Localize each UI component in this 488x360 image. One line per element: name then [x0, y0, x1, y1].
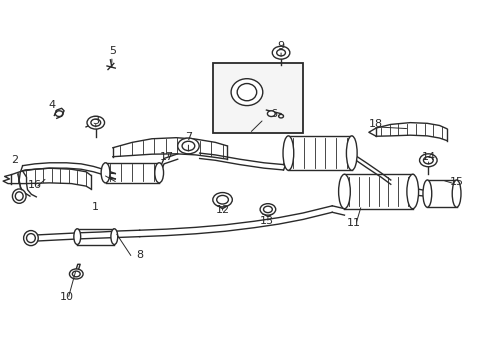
Ellipse shape	[422, 180, 431, 207]
Ellipse shape	[23, 230, 38, 246]
Text: 9: 9	[277, 41, 284, 50]
Ellipse shape	[74, 229, 81, 244]
Text: 5: 5	[109, 46, 116, 56]
Text: 6: 6	[270, 109, 277, 119]
Text: 18: 18	[368, 120, 383, 129]
Text: 2: 2	[11, 155, 18, 165]
Text: 11: 11	[346, 218, 361, 228]
Text: 16: 16	[28, 180, 42, 190]
Text: 12: 12	[215, 206, 229, 216]
Text: 13: 13	[259, 216, 273, 226]
Circle shape	[419, 154, 436, 167]
Ellipse shape	[283, 136, 293, 170]
Ellipse shape	[237, 84, 256, 101]
Circle shape	[69, 269, 83, 279]
Circle shape	[212, 193, 232, 207]
Circle shape	[272, 46, 289, 59]
Ellipse shape	[346, 136, 356, 170]
Bar	[212, 63, 303, 134]
Text: 7: 7	[184, 132, 192, 142]
Circle shape	[260, 204, 275, 215]
Circle shape	[87, 116, 104, 129]
Text: 14: 14	[421, 152, 435, 162]
Text: 17: 17	[159, 152, 173, 162]
Ellipse shape	[406, 174, 418, 209]
Text: 1: 1	[92, 202, 99, 212]
Ellipse shape	[111, 229, 118, 244]
Text: 4: 4	[48, 100, 55, 110]
Ellipse shape	[155, 163, 163, 183]
Circle shape	[177, 138, 199, 154]
Circle shape	[267, 111, 275, 117]
Ellipse shape	[101, 163, 110, 183]
Text: 15: 15	[448, 177, 463, 187]
Ellipse shape	[12, 189, 26, 203]
Ellipse shape	[451, 180, 460, 207]
Text: 8: 8	[136, 250, 143, 260]
Text: 10: 10	[60, 292, 73, 302]
Ellipse shape	[231, 79, 262, 105]
Ellipse shape	[338, 174, 349, 209]
Text: 3: 3	[92, 116, 99, 126]
